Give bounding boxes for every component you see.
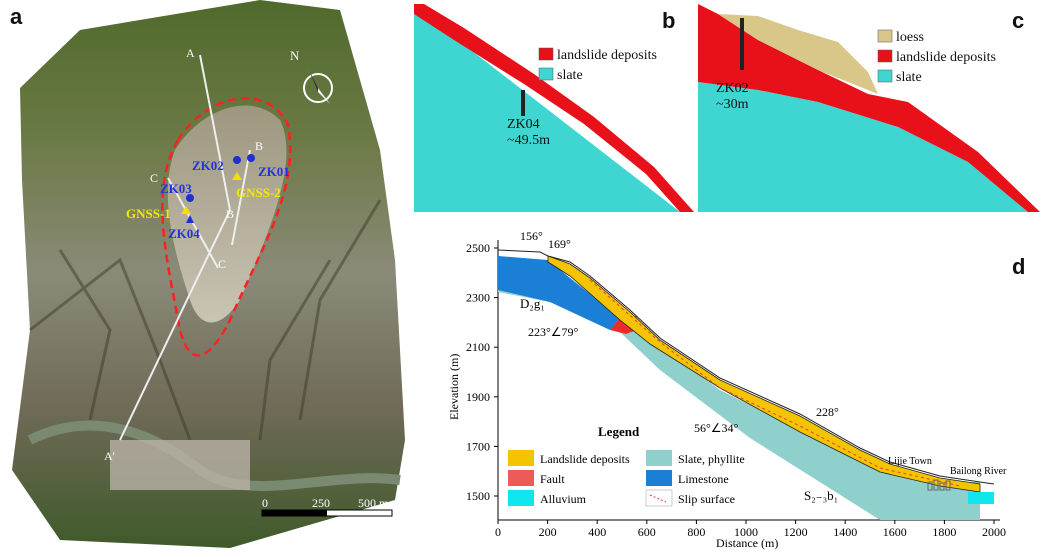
- borehole-zk02: ZK02: [192, 158, 224, 173]
- x-tick-label: 0: [495, 525, 501, 539]
- angle-169: 169°: [548, 237, 571, 251]
- angle-228: 228°: [816, 405, 839, 419]
- legend-deposits: landslide deposits: [896, 50, 996, 65]
- town-area: [110, 440, 250, 490]
- north-label: N: [290, 48, 300, 63]
- town-label: Lijie Town: [888, 456, 932, 467]
- y-tick-label: 1700: [466, 439, 490, 453]
- alluvium-body: [968, 492, 994, 504]
- gnss-2: GNSS-2: [236, 185, 281, 200]
- aerial-image: A A' B B C C ZK01 ZK02 ZK03 ZK04 GNSS-1 …: [12, 0, 405, 548]
- panel-a-label: a: [10, 4, 23, 29]
- label-C-top: C: [150, 171, 158, 185]
- x-axis-label: Distance (m): [716, 536, 778, 550]
- limestone-body: [498, 256, 620, 330]
- borehole-zk03: ZK03: [160, 181, 192, 196]
- y-tick-label: 1500: [466, 489, 490, 503]
- scale-0: 0: [262, 496, 268, 510]
- section-line-a: [199, 54, 231, 211]
- scale-500: 500 m: [358, 496, 389, 510]
- x-tick-label: 1600: [883, 525, 907, 539]
- x-tick-label: 600: [638, 525, 656, 539]
- strat-lower: S₂₋₃b₁: [804, 488, 838, 503]
- legend: Legend Landslide deposits Slate, phyllit…: [508, 424, 745, 507]
- x-tick-label: 2000: [982, 525, 1006, 539]
- river-label: Bailong River: [950, 466, 1007, 477]
- dip-lower: 56°∠34°: [694, 421, 739, 435]
- north-arrow-icon: N: [290, 48, 333, 104]
- deposit-layer: [414, 4, 694, 212]
- legend-title: Legend: [598, 424, 640, 439]
- borehole-bar: [521, 90, 525, 116]
- gnss-1: GNSS-1: [126, 206, 171, 221]
- label-A-prime: A': [104, 449, 115, 463]
- borehole-label: ZK02: [716, 81, 749, 96]
- legend-alluvium: Alluvium: [540, 492, 587, 506]
- legend-limestone: Limestone: [678, 472, 729, 486]
- panel-b-label: b: [662, 8, 676, 33]
- y-axis-label: Elevation (m): [447, 354, 461, 420]
- loess-layer: [718, 14, 878, 94]
- borehole-depth: ~49.5m: [507, 133, 550, 148]
- legend-fault: Fault: [540, 472, 565, 486]
- label-B-bottom: B: [226, 207, 234, 221]
- scale-bar: 0 250 500 m: [261, 496, 393, 517]
- label-B-top: B: [255, 139, 263, 153]
- x-tick-label: 1800: [932, 525, 956, 539]
- slate-layer: [698, 82, 1028, 212]
- x-tick-label: 1200: [784, 525, 808, 539]
- panel-b: ZK04 ~49.5m landslide deposits slate b: [414, 2, 694, 212]
- panel-c: ZK02 ~30m loess landslide deposits slate…: [698, 2, 1040, 212]
- deposit-layer: [698, 4, 1040, 212]
- legend-slip: Slip surface: [678, 492, 735, 506]
- legend-deposits: Landslide deposits: [540, 452, 630, 466]
- label-C-bottom: C: [218, 257, 226, 271]
- cross-section-c: ZK02 ~30m loess landslide deposits slate: [698, 4, 1040, 212]
- panel-d-label: d: [1012, 254, 1026, 279]
- x-tick-label: 200: [539, 525, 557, 539]
- y-tick-label: 2100: [466, 340, 490, 354]
- x-tick-label: 1400: [833, 525, 857, 539]
- y-tick-label: 1900: [466, 390, 490, 404]
- y-tick-label: 2300: [466, 291, 490, 305]
- landslide-boundary: [161, 97, 292, 357]
- borehole-depth: ~30m: [716, 97, 749, 112]
- ground-surface: [497, 249, 995, 485]
- legend-deposits: landslide deposits: [557, 48, 657, 63]
- borehole-zk04: ZK04: [168, 226, 200, 241]
- slate-layer: [414, 6, 680, 212]
- legend-slate: slate: [557, 68, 583, 83]
- x-tick-label: 400: [588, 525, 606, 539]
- landslide-deposit-body: [547, 255, 981, 493]
- slip-surface: [589, 279, 961, 487]
- panel-c-label: c: [1012, 8, 1025, 33]
- strat-upper: D₂g₁: [520, 296, 545, 311]
- legend-slate: Slate, phyllite: [678, 452, 745, 466]
- panel-d: d 0 200 400 600 800 1000 1200 1400 1600 1800 2000 …: [420, 220, 1040, 552]
- label-A: A: [186, 46, 195, 60]
- legend-slate: slate: [896, 70, 922, 85]
- borehole-zk01: ZK01: [258, 164, 290, 179]
- y-tick-label: 2500: [466, 241, 490, 255]
- section-line-b: [231, 149, 251, 246]
- dip-upper: 223°∠79°: [528, 325, 579, 339]
- legend-loess: loess: [896, 30, 924, 45]
- x-tick-label: 1000: [734, 525, 758, 539]
- scale-250: 250: [312, 496, 330, 510]
- angle-156: 156°: [520, 229, 543, 243]
- panel-a: a A A': [0, 0, 410, 552]
- cross-section-b: ZK04 ~49.5m landslide deposits slate: [414, 4, 694, 212]
- profile-chart: 0 200 400 600 800 1000 1200 1400 1600 1800 2000 15…: [447, 229, 1007, 550]
- borehole-bar: [740, 18, 744, 70]
- x-tick-label: 800: [687, 525, 705, 539]
- borehole-label: ZK04: [507, 117, 540, 132]
